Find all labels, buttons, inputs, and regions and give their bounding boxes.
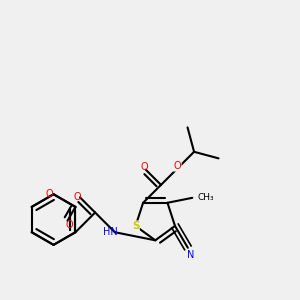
- Text: O: O: [46, 189, 54, 199]
- Text: O: O: [173, 161, 181, 171]
- Text: S: S: [132, 221, 139, 231]
- Text: HN: HN: [103, 226, 118, 237]
- Text: N: N: [188, 250, 195, 260]
- Text: O: O: [65, 220, 73, 230]
- Text: CH₃: CH₃: [197, 193, 214, 202]
- Text: O: O: [140, 162, 148, 172]
- Text: O: O: [74, 192, 81, 202]
